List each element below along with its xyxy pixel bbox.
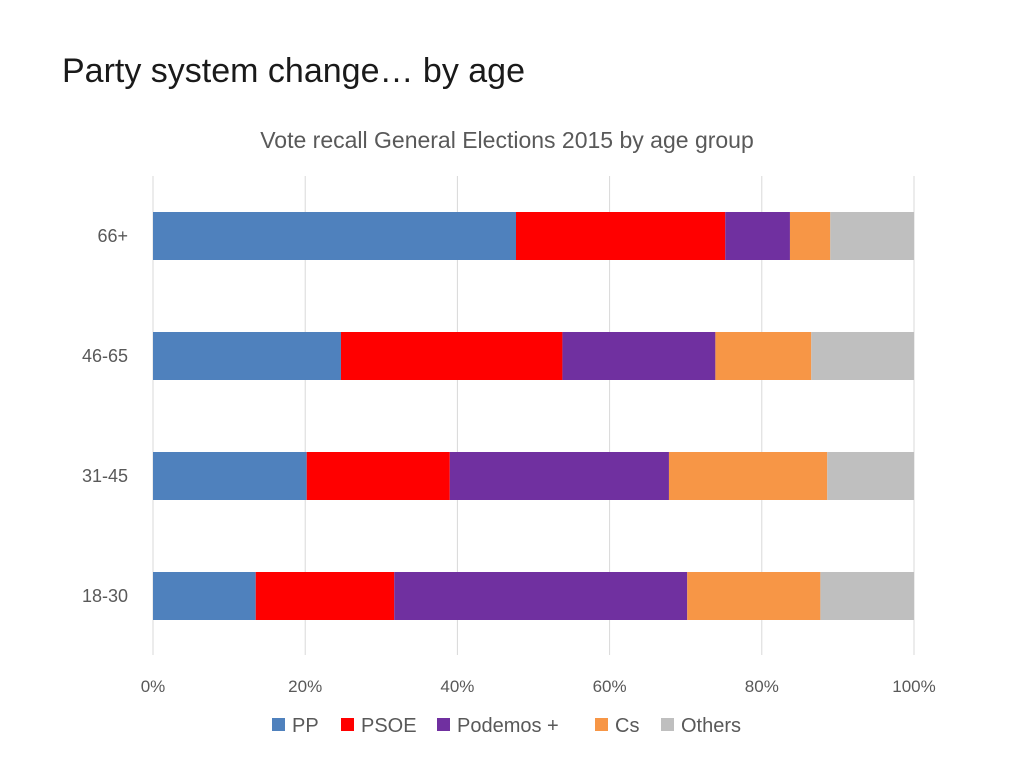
legend-swatch bbox=[341, 718, 354, 731]
x-tick-label: 100% bbox=[892, 677, 935, 696]
x-tick-label: 0% bbox=[141, 677, 166, 696]
legend: PP PSOE Podemos + Cs Others bbox=[272, 715, 741, 737]
category-label: 18-30 bbox=[82, 586, 128, 606]
x-tick-label: 80% bbox=[745, 677, 779, 696]
category-label: 66+ bbox=[97, 226, 128, 246]
bar-others-18-30 bbox=[820, 572, 914, 620]
bar-others-46-65 bbox=[811, 332, 914, 380]
bar-pp-18-30 bbox=[153, 572, 256, 620]
legend-label: PSOE bbox=[361, 715, 417, 737]
bar-psoe-66plus bbox=[515, 212, 726, 260]
bar-psoe-46-65 bbox=[340, 332, 563, 380]
bar-others-66plus bbox=[830, 212, 914, 260]
legend-swatch bbox=[437, 718, 450, 731]
legend-swatch bbox=[272, 718, 285, 731]
legend-label: Podemos + bbox=[457, 715, 559, 737]
bar-cs-66plus bbox=[789, 212, 831, 260]
category-label: 46-65 bbox=[82, 346, 128, 366]
x-tick-label: 20% bbox=[288, 677, 322, 696]
bar-podemos-66plus bbox=[725, 212, 790, 260]
chart-title: Vote recall General Elections 2015 by ag… bbox=[260, 127, 754, 153]
bars bbox=[153, 212, 914, 620]
bar-psoe-18-30 bbox=[255, 572, 395, 620]
legend-label: Cs bbox=[615, 715, 639, 737]
legend-label: Others bbox=[681, 715, 741, 737]
category-labels: 66+ 46-65 31-45 18-30 bbox=[82, 226, 128, 606]
bar-podemos-31-45 bbox=[449, 452, 669, 500]
bar-podemos-46-65 bbox=[562, 332, 716, 380]
bar-pp-66plus bbox=[153, 212, 516, 260]
legend-swatch bbox=[661, 718, 674, 731]
bar-psoe-31-45 bbox=[306, 452, 450, 500]
x-tick-label: 40% bbox=[440, 677, 474, 696]
bar-others-31-45 bbox=[827, 452, 914, 500]
bar-pp-46-65 bbox=[153, 332, 341, 380]
bar-cs-31-45 bbox=[668, 452, 828, 500]
bar-pp-31-45 bbox=[153, 452, 307, 500]
bar-cs-18-30 bbox=[687, 572, 821, 620]
bar-podemos-18-30 bbox=[394, 572, 688, 620]
page-title: Party system change… by age bbox=[62, 52, 526, 90]
legend-swatch bbox=[595, 718, 608, 731]
x-tick-label: 60% bbox=[593, 677, 627, 696]
x-axis-ticks: 0% 20% 40% 60% 80% 100% bbox=[141, 677, 936, 696]
bar-cs-46-65 bbox=[715, 332, 812, 380]
legend-label: PP bbox=[292, 715, 319, 737]
category-label: 31-45 bbox=[82, 466, 128, 486]
